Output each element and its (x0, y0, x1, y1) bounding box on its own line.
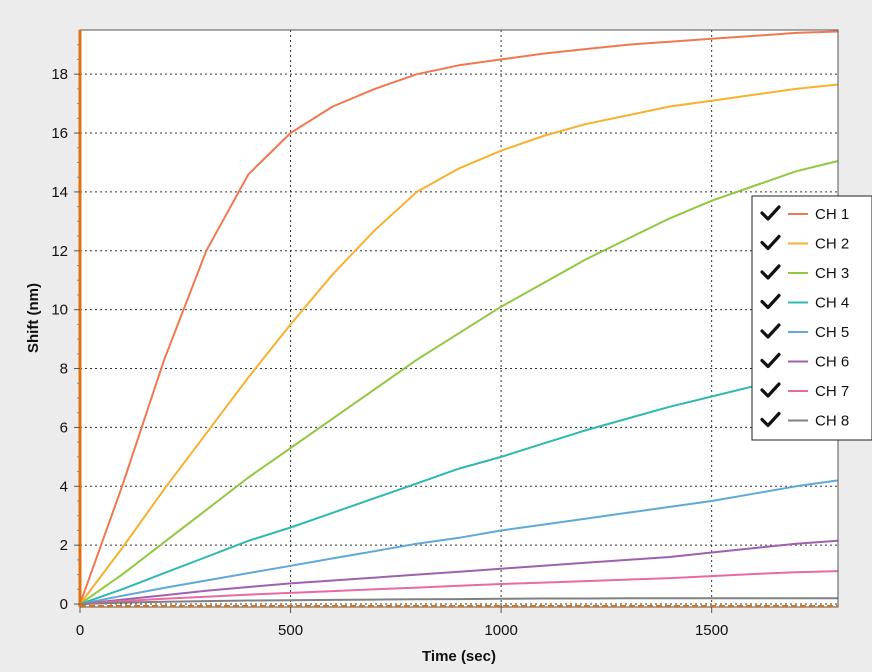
y-tick-label: 12 (51, 243, 68, 260)
legend-checkbox-icon[interactable] (760, 411, 781, 428)
y-tick-label: 10 (51, 302, 68, 319)
y-tick-label: 16 (51, 125, 68, 142)
series-group (79, 30, 839, 606)
series-line-ch5 (79, 479, 839, 606)
y-tick-label: 14 (51, 184, 68, 201)
series-line-ch4 (79, 367, 839, 606)
legend-label-ch7: CH 7 (815, 383, 849, 400)
y-tick-label: 2 (60, 537, 68, 554)
legend-label-ch1: CH 1 (815, 206, 849, 223)
legend: CH 1 CH 2 CH 3 CH 4 CH 5 CH 6 CH 7 CH 8 (751, 195, 872, 441)
legend-checkbox-icon[interactable] (760, 293, 781, 310)
series-line-ch1 (79, 30, 839, 605)
y-tick-label: 4 (60, 478, 68, 495)
series-line-ch8 (79, 597, 838, 606)
legend-box (751, 195, 872, 441)
grid (80, 30, 838, 607)
legend-checkbox-icon[interactable] (760, 323, 781, 339)
legend-checkbox-icon[interactable] (760, 382, 781, 398)
legend-label-ch5: CH 5 (815, 324, 849, 341)
y-tick-label: 8 (60, 361, 68, 378)
legend-checkbox-icon[interactable] (760, 352, 781, 369)
x-tick-label: 500 (278, 622, 303, 639)
series-line-ch2 (79, 83, 839, 605)
y-tick-label: 6 (60, 419, 68, 436)
legend-checkbox-icon[interactable] (760, 234, 781, 251)
series-line-ch7 (79, 570, 839, 606)
y-tick-label: 0 (60, 596, 68, 613)
legend-checkbox-icon[interactable] (760, 205, 781, 221)
legend-label-ch6: CH 6 (815, 354, 849, 371)
legend-label-ch8: CH 8 (815, 413, 849, 430)
x-tick-label: 0 (76, 622, 84, 639)
legend-label-ch4: CH 4 (815, 295, 849, 312)
x-tick-label: 1500 (695, 622, 728, 639)
x-tick-label: 1000 (484, 622, 517, 639)
legend-label-ch2: CH 2 (815, 236, 849, 253)
legend-label-ch3: CH 3 (815, 265, 849, 282)
series-line-ch6 (79, 539, 839, 606)
y-axis-title: Shift (nm) (25, 283, 42, 353)
legend-checkbox-icon[interactable] (760, 264, 781, 280)
y-tick-label: 18 (51, 66, 68, 83)
series-line-ch3 (79, 160, 839, 605)
x-axis-title: Time (sec) (422, 648, 496, 665)
ticks: 0 500 1000 1500 0 2 4 6 8 10 12 14 16 18 (51, 44, 728, 639)
